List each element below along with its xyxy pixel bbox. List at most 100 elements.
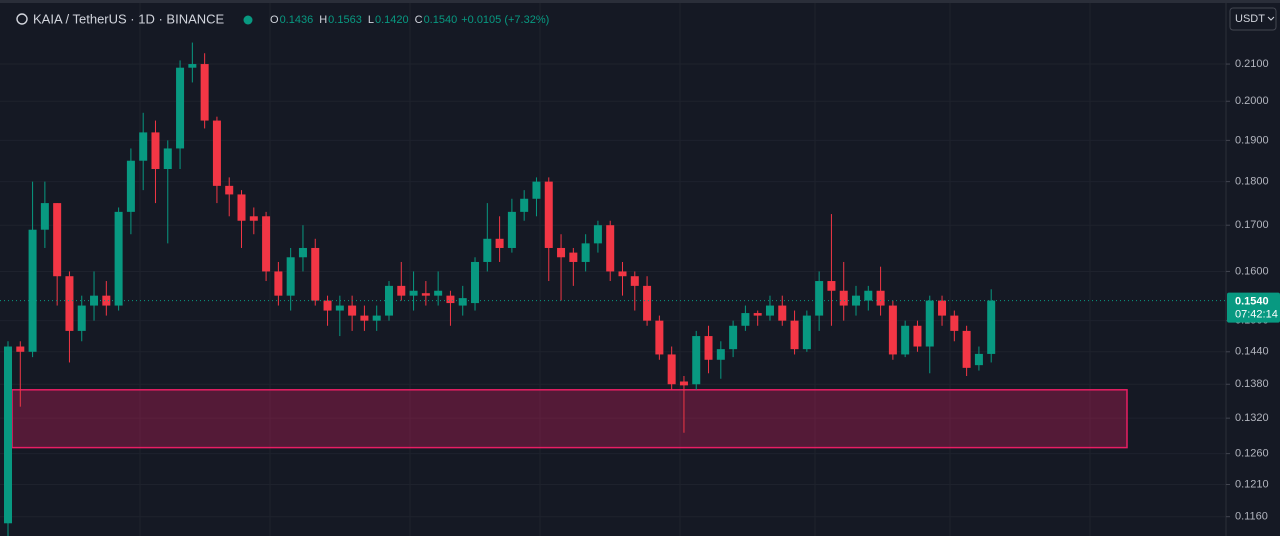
ohlc-value: 0.1540 [424, 14, 458, 26]
y-tick-label: 0.1380 [1235, 378, 1269, 390]
candle-body [421, 293, 430, 296]
candle-body [200, 64, 209, 121]
candle-body [77, 305, 86, 331]
candle-body [815, 281, 824, 316]
candle-body [544, 181, 553, 248]
change-value: +0.0105 (+7.32%) [461, 14, 549, 26]
candle-body [557, 247, 566, 258]
candle-body [790, 320, 799, 350]
candle-body [114, 211, 123, 306]
candle-body [962, 330, 971, 368]
candle-body [323, 300, 332, 311]
candle-body [212, 120, 221, 186]
candle-body [409, 290, 418, 296]
candle-body [483, 238, 492, 262]
candle-body [176, 67, 185, 149]
candle-body [90, 295, 99, 306]
candle-body [864, 290, 873, 301]
zone-layer [11, 389, 1128, 449]
ohlc-key: O [270, 14, 279, 26]
candle-body [765, 305, 774, 316]
candle-body [348, 305, 357, 316]
y-tick-label: 0.2100 [1235, 58, 1269, 70]
y-tick-label: 0.1320 [1235, 412, 1269, 424]
candle-body [397, 285, 406, 296]
candle-body [495, 238, 504, 248]
candle-body [298, 247, 307, 258]
last-price-label: 0.1540 [1235, 295, 1269, 307]
candle-body [839, 290, 848, 306]
y-tick-label: 0.1210 [1235, 478, 1269, 490]
candle-body [139, 132, 148, 161]
ohlc-legend: O 0.1436 H 0.1563 L 0.1420 C 0.1540 +0.0105 (+7.… [270, 14, 549, 26]
y-tick-label: 0.1600 [1235, 265, 1269, 277]
y-tick-label: 0.2000 [1235, 95, 1269, 107]
candle-body [655, 320, 664, 355]
currency-button[interactable] [1229, 7, 1277, 31]
candle-body [778, 305, 787, 321]
candle-body [569, 252, 578, 262]
candle-body [520, 198, 529, 212]
candle-body [471, 261, 480, 304]
candle-body [286, 257, 295, 296]
candle-body [606, 225, 615, 272]
ohlc-value: 0.1420 [375, 14, 409, 26]
symbol-title: KAIA / TetherUS · 1D · BINANCE [33, 11, 225, 26]
candle-body [446, 295, 455, 304]
last-price-badge [1227, 292, 1280, 323]
candle-body [753, 313, 762, 316]
candle-body [974, 353, 983, 366]
status-dot [243, 15, 253, 25]
candle-body [372, 315, 381, 321]
candle-body [913, 325, 922, 347]
candle-body [802, 315, 811, 350]
candle-body [274, 271, 283, 296]
candle-body [65, 276, 74, 331]
countdown: 07:42:14 [1235, 308, 1278, 320]
candle-body [434, 290, 443, 296]
top-border [0, 0, 1280, 3]
candle-body [938, 300, 947, 316]
ohlc-key: C [415, 14, 423, 26]
candle-body [827, 281, 836, 291]
candle-body [507, 211, 516, 248]
y-tick-label: 0.1900 [1235, 134, 1269, 146]
candle-body [126, 160, 135, 212]
candle-body [888, 305, 897, 355]
candle-body [532, 181, 541, 199]
candle-body [716, 349, 725, 360]
candle-body [151, 132, 160, 170]
candle-body [311, 247, 320, 301]
candle-body [667, 354, 676, 385]
candle-body [741, 313, 750, 326]
dropdown-arrow [1267, 16, 1275, 21]
y-tick-label: 0.1160 [1235, 511, 1268, 523]
ohlc-value: 0.1563 [328, 14, 362, 26]
y-tick-label: 0.1440 [1235, 346, 1269, 358]
candle-body [643, 285, 652, 321]
candle-body [692, 336, 701, 385]
candle-body [704, 336, 713, 360]
ohlc-key: H [319, 14, 327, 26]
price-axis: 0.2100 0.2000 0.1900 0.1800 0.1700 0.1600 0.15… [1226, 58, 1280, 523]
candle-body [581, 243, 590, 262]
y-tick-label: 0.1260 [1235, 448, 1269, 460]
candle-body [237, 194, 246, 221]
ohlc-value: 0.1436 [280, 14, 314, 26]
candle-body [225, 185, 234, 195]
y-tick-label: 0.1800 [1235, 176, 1269, 188]
candle-body [618, 271, 627, 277]
candle-body [360, 315, 369, 321]
candle-body [630, 276, 639, 286]
candle-body [925, 300, 934, 347]
candle-body [335, 305, 344, 311]
candle-body [28, 229, 37, 352]
currency-label: USDT [1235, 13, 1265, 25]
candle-body [987, 300, 996, 354]
candle-body [262, 216, 271, 272]
candle-body [53, 203, 62, 277]
candle-body [876, 290, 885, 306]
candle-body [729, 325, 738, 350]
candle-body [458, 298, 467, 306]
